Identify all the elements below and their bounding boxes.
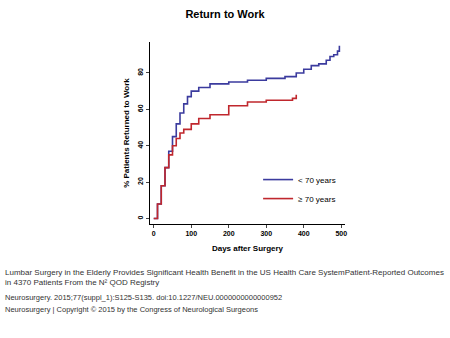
svg-text:0: 0: [137, 215, 144, 219]
svg-text:100: 100: [185, 230, 197, 237]
svg-text:Days after Surgery: Days after Surgery: [212, 244, 284, 253]
html-text:Lumbar Surgery in the Elderly: Lumbar Surgery in the Elderly Provides S…: [5, 268, 444, 288]
html-text:Neurosurgery. 2015;77(suppl_1): Neurosurgery. 2015;77(suppl_1):S125-S135…: [5, 292, 283, 302]
svg-text:40: 40: [137, 141, 144, 149]
svg-text:< 70 years: < 70 years: [298, 176, 336, 185]
svg-text:400: 400: [298, 230, 310, 237]
svg-text:0: 0: [152, 230, 156, 237]
svg-text:≥ 70 years: ≥ 70 years: [298, 195, 335, 204]
svg-text:% Patients Returned to Work: % Patients Returned to Work: [122, 78, 131, 188]
html-text:Neurosurgery | Copyright © 201: Neurosurgery | Copyright © 2015 by the C…: [5, 304, 258, 314]
svg-text:200: 200: [223, 230, 235, 237]
svg-text:500: 500: [335, 230, 347, 237]
svg-text:80: 80: [137, 68, 144, 76]
svg-text:Return to Work: Return to Work: [185, 8, 265, 20]
svg-text:300: 300: [260, 230, 272, 237]
svg-text:60: 60: [137, 104, 144, 112]
svg-text:20: 20: [137, 177, 144, 185]
